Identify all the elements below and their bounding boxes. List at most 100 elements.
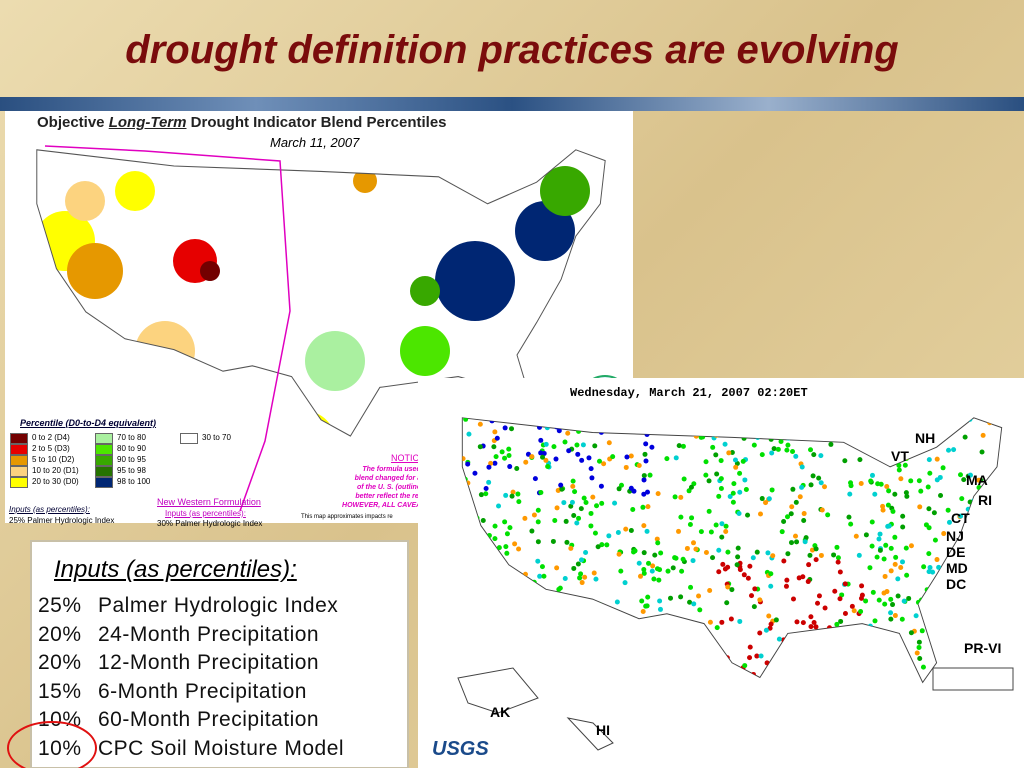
station-dot xyxy=(953,425,959,431)
station-dot xyxy=(990,550,996,556)
station-dot xyxy=(672,555,678,561)
title-part: Drought Indicator Blend Percentiles xyxy=(190,114,447,131)
station-dot xyxy=(822,484,828,490)
station-dot xyxy=(509,493,515,499)
station-dot xyxy=(691,601,697,607)
station-dot xyxy=(658,550,664,556)
station-dot xyxy=(566,417,572,420)
station-dot xyxy=(908,543,914,549)
station-dot xyxy=(654,536,660,542)
station-dot xyxy=(641,491,647,497)
region-blob xyxy=(410,276,440,306)
station-dot xyxy=(842,581,848,587)
station-dot xyxy=(576,515,582,521)
station-dot xyxy=(594,503,600,509)
station-dot xyxy=(818,552,824,558)
station-dot xyxy=(631,488,637,494)
state-label: HI xyxy=(596,722,610,738)
station-dot xyxy=(876,597,882,603)
station-dot xyxy=(543,457,549,463)
station-dot xyxy=(862,660,868,666)
station-dot xyxy=(795,424,801,430)
input-pct: 10% xyxy=(38,736,82,760)
station-dot xyxy=(706,421,712,427)
station-dot xyxy=(545,463,551,469)
station-dot xyxy=(506,453,512,459)
station-dot xyxy=(882,573,888,579)
station-dot xyxy=(595,633,601,639)
station-dot xyxy=(580,412,585,417)
station-dot xyxy=(788,638,794,644)
station-dot xyxy=(590,494,596,500)
station-dot xyxy=(863,598,869,604)
station-dot xyxy=(983,549,989,555)
station-dot xyxy=(803,535,809,541)
station-dot xyxy=(713,452,719,458)
legend-label: 20 to 30 (D0) xyxy=(32,477,79,486)
station-dot xyxy=(768,436,774,442)
station-dot xyxy=(560,623,566,629)
station-dot xyxy=(926,525,932,531)
station-dot xyxy=(593,576,599,582)
station-dot xyxy=(926,569,932,575)
station-dot xyxy=(577,575,583,581)
station-dot xyxy=(793,499,799,505)
station-dot xyxy=(880,507,886,513)
station-dot xyxy=(940,465,946,471)
station-dot xyxy=(843,674,849,680)
station-dot xyxy=(747,563,753,569)
station-dot xyxy=(895,593,901,599)
station-dot xyxy=(486,479,492,485)
station-dot xyxy=(883,542,889,548)
station-dot xyxy=(708,529,714,535)
station-dot xyxy=(816,475,822,481)
station-dot xyxy=(632,630,638,636)
station-dot xyxy=(962,672,968,678)
station-dot xyxy=(938,574,944,580)
station-dot xyxy=(540,454,546,460)
inputs-heading: Inputs (as percentiles): xyxy=(54,556,297,583)
station-dot xyxy=(697,607,703,613)
station-dot xyxy=(877,422,883,428)
station-dot xyxy=(688,484,694,490)
station-dot xyxy=(637,661,643,667)
station-dot xyxy=(474,556,480,562)
station-dot xyxy=(793,678,799,683)
station-dot xyxy=(844,655,850,661)
station-dot xyxy=(532,476,538,482)
station-dot xyxy=(962,596,968,602)
station-dot xyxy=(745,673,751,679)
station-dot xyxy=(876,536,882,542)
station-dot xyxy=(727,493,733,499)
station-dot xyxy=(486,650,492,656)
station-dot xyxy=(693,433,699,439)
input-pct: 20% xyxy=(38,651,82,674)
station-dot xyxy=(630,658,636,664)
station-dot xyxy=(857,457,863,463)
station-dot xyxy=(977,593,983,599)
station-dot xyxy=(745,575,751,581)
station-dot xyxy=(535,519,541,525)
station-dot xyxy=(751,442,757,448)
station-dot xyxy=(486,464,492,470)
station-dot xyxy=(477,444,483,450)
station-dot xyxy=(842,611,848,617)
station-dot xyxy=(646,560,652,566)
station-dot xyxy=(623,464,629,470)
station-dot xyxy=(987,523,993,529)
station-dot xyxy=(724,663,730,669)
station-dot xyxy=(620,627,626,633)
station-dot xyxy=(864,428,870,434)
station-dot xyxy=(664,655,670,661)
station-dot xyxy=(837,569,843,575)
station-dot xyxy=(758,411,763,416)
station-dot xyxy=(552,517,558,523)
station-dot xyxy=(881,556,887,562)
station-dot xyxy=(964,608,970,614)
legend-label: 98 to 100 xyxy=(117,477,151,486)
station-dot xyxy=(932,603,938,609)
station-dot xyxy=(582,655,588,661)
station-dot xyxy=(466,502,472,508)
station-dot xyxy=(604,661,610,667)
station-dot xyxy=(456,542,461,547)
